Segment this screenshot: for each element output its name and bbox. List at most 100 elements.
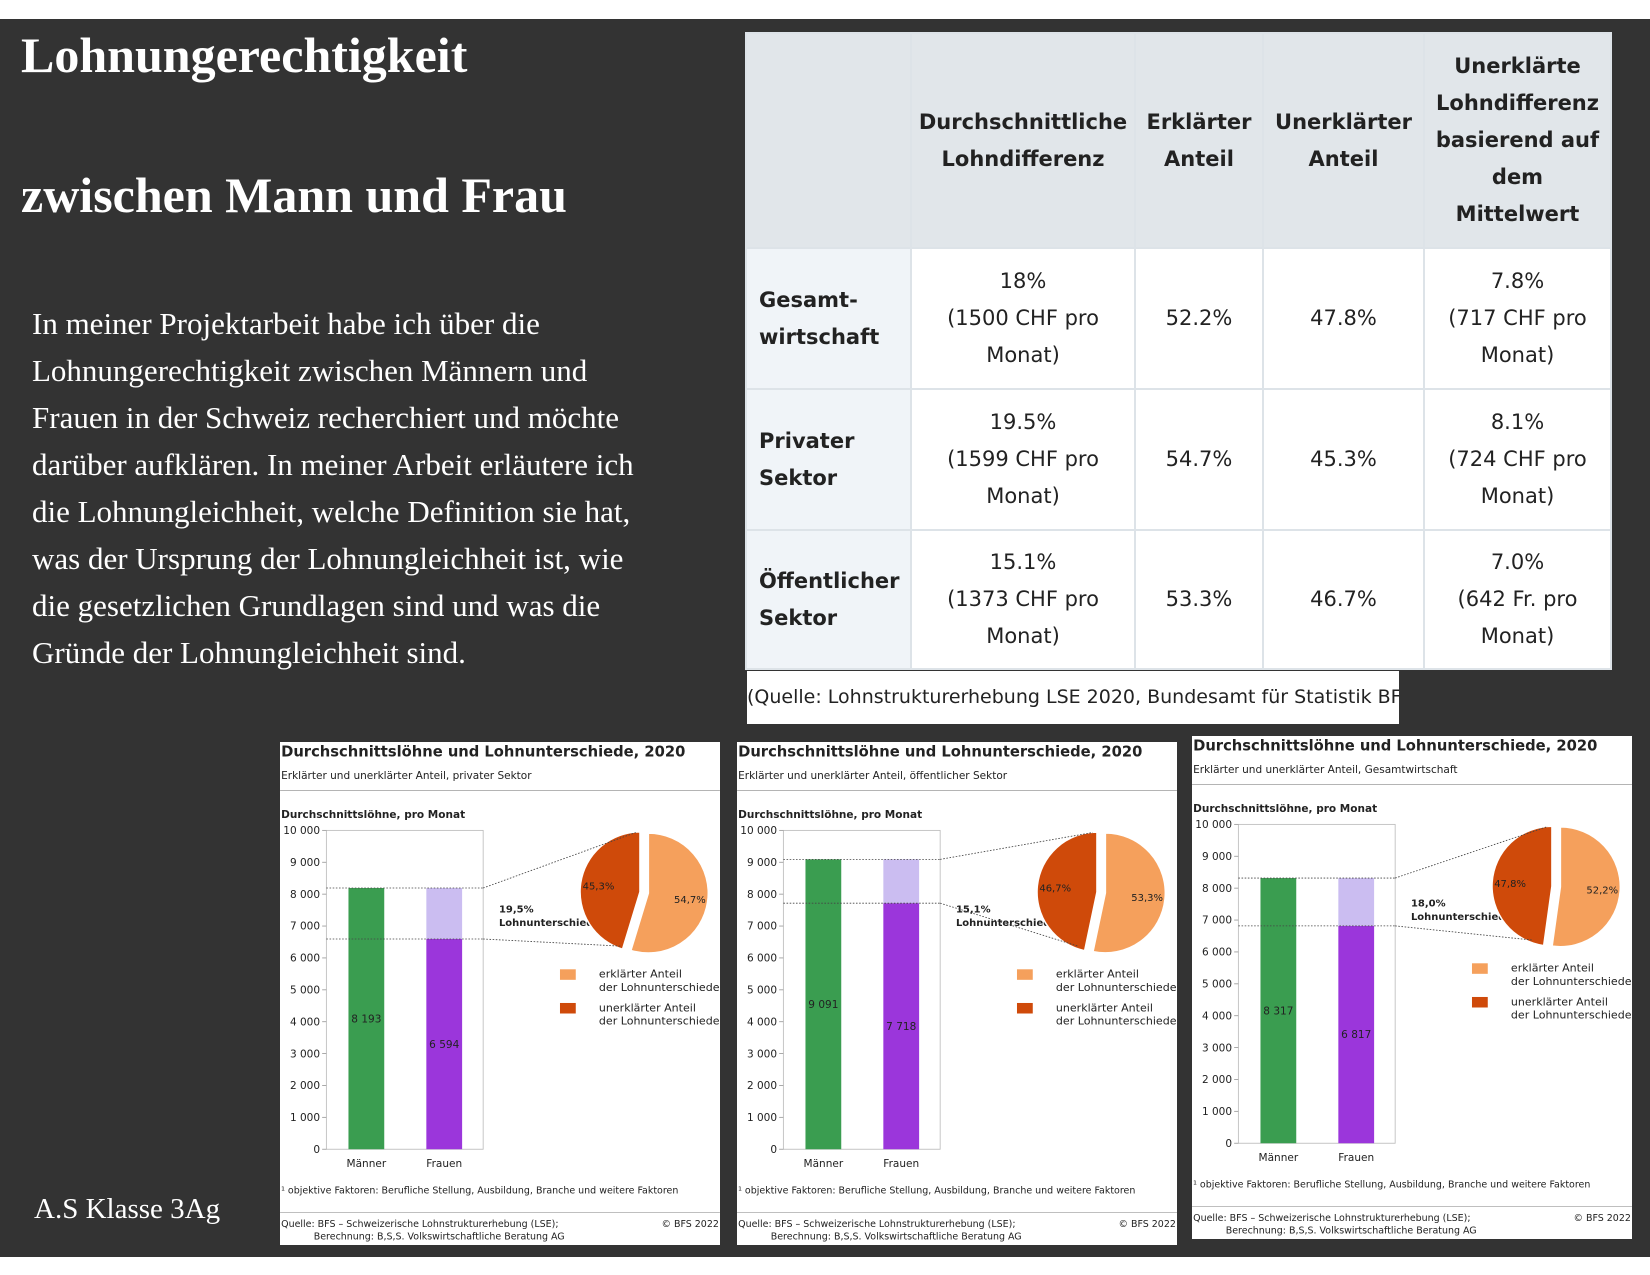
footnote: ¹ objektive Faktoren: Berufliche Stellun… [1193, 1179, 1590, 1190]
table-cell: 45.3% [1262, 388, 1425, 531]
legend-label: unerklärter Anteil der Lohnunterschiede [1511, 995, 1632, 1021]
copyright: © BFS 2022 [1574, 1213, 1631, 1224]
y-tick-label: 1 000 [747, 1112, 777, 1124]
x-tick-label: Frauen [426, 1158, 462, 1170]
y-tick-label: 4 000 [1202, 1010, 1232, 1022]
annotation: 15,1% [956, 904, 991, 915]
header-cell: Durchschnittliche Lohndifferenz [910, 32, 1136, 249]
chart-panel: Durchschnittslöhne und Lohnunterschiede,… [1192, 736, 1636, 1239]
pie-label: 54,7% [674, 895, 706, 906]
bar [883, 903, 920, 1150]
y-tick-label: 5 000 [747, 985, 777, 997]
y-tick-label: 0 [770, 1144, 777, 1156]
copyright: © BFS 2022 [662, 1219, 719, 1230]
y-tick-label: 6 000 [747, 953, 777, 965]
title: zwischen Mann und Frau [21, 167, 567, 223]
x-tick-label: Männer [1259, 1152, 1299, 1164]
row-label: Privater Sektor [745, 388, 912, 531]
pie-slice [1491, 825, 1553, 947]
pie-label: 47,8% [1494, 879, 1526, 890]
y-tick-label: 5 000 [290, 985, 320, 997]
title: Lohnungerechtigkeit [21, 27, 468, 83]
annotation: Lohnunterschied [499, 918, 593, 929]
y-tick-label: 4 000 [747, 1016, 777, 1028]
y-tick-label: 4 000 [290, 1016, 320, 1028]
header-cell [745, 32, 912, 249]
chart: Durchschnittslöhne und Lohnunterschiede,… [1192, 738, 1636, 1237]
chart-title: Durchschnittslöhne und Lohnunterschiede,… [281, 744, 685, 761]
pie-slice [579, 831, 641, 951]
y-tick-label: 0 [313, 1144, 320, 1156]
legend-label: erklärter Anteil der Lohnunterschiede¹ [1056, 968, 1177, 994]
table-cell: 54.7% [1134, 388, 1264, 531]
table-cell: 8.1% (724 CHF pro Monat) [1423, 388, 1612, 531]
chart-title: Durchschnittslöhne und Lohnunterschiede,… [1193, 738, 1597, 755]
source: (Quelle: Lohnstrukturerhebung LSE 2020, … [747, 671, 1399, 724]
table-cell: 46.7% [1262, 529, 1425, 670]
connector [940, 902, 1079, 947]
y-tick-label: 1 000 [290, 1112, 320, 1124]
y-tick-label: 3 000 [747, 1048, 777, 1060]
row-label: Öffentlicher Sektor [745, 529, 912, 670]
y-tick-label: 10 000 [283, 825, 320, 837]
annotation: Lohnunterschied [1411, 912, 1505, 923]
legend-label: erklärter Anteil der Lohnunterschiede¹ [599, 968, 720, 994]
y-tick-label: 6 000 [1202, 947, 1232, 959]
header-row: Durchschnittliche Lohndifferenz Erklärter… [745, 32, 1612, 249]
pie-slice [1551, 825, 1622, 948]
pie-slice [1092, 832, 1167, 954]
y-tick-label: 7 000 [747, 921, 777, 933]
legend-swatch [559, 1002, 576, 1014]
source-text: Quelle: BFS – Schweizerische Lohnstruktu… [1193, 1213, 1470, 1224]
chart-panel: Durchschnittslöhne und Lohnunterschiede,… [280, 742, 724, 1245]
bar [426, 938, 463, 1150]
y-axis-label: Durchschnittslöhne, pro Monat [1193, 803, 1377, 815]
legend-swatch [559, 969, 576, 980]
table-row: Gesamt- wirtschaft 18% (1500 CHF pro Mona… [745, 247, 1612, 390]
y-tick-label: 10 000 [1195, 819, 1232, 831]
table-cell: 53.3% [1134, 529, 1264, 670]
table-cell: 7.0% (642 Fr. pro Monat) [1423, 529, 1612, 670]
x-tick-label: Frauen [883, 1158, 919, 1170]
y-tick-label: 3 000 [1202, 1042, 1232, 1054]
y-tick-label: 8 000 [1202, 883, 1232, 895]
annotation: Lohnunterschied [956, 918, 1050, 929]
header-cell: Unerklärte Lohndifferenz basierend auf d… [1423, 32, 1612, 249]
y-tick-label: 9 000 [1202, 851, 1232, 863]
body-text: In meiner Projektarbeit habe ich über di… [32, 306, 634, 670]
chart: Durchschnittslöhne und Lohnunterschiede,… [280, 744, 724, 1243]
bar [426, 888, 463, 939]
footnote: ¹ objektive Faktoren: Berufliche Stellun… [281, 1185, 678, 1196]
plot-frame [782, 829, 941, 1150]
bar [1338, 878, 1375, 926]
chart-title: Durchschnittslöhne und Lohnunterschiede,… [738, 744, 1142, 761]
table-cell: 15.1% (1373 CHF pro Monat) [910, 529, 1136, 670]
value-label: 8 317 [1263, 1005, 1293, 1017]
value-label: 8 193 [351, 1013, 381, 1025]
bar [348, 888, 385, 1150]
y-tick-label: 1 000 [1202, 1106, 1232, 1118]
x-tick-label: Frauen [1338, 1152, 1374, 1164]
plot-frame [325, 829, 484, 1150]
connector [1395, 925, 1534, 941]
y-tick-label: 0 [1225, 1138, 1232, 1150]
chart-subtitle: Erklärter und unerklärter Anteil, privat… [281, 770, 532, 782]
pie-label: 52,2% [1586, 885, 1618, 896]
bar [1338, 925, 1375, 1144]
value-label: 6 594 [429, 1039, 459, 1051]
y-tick-label: 2 000 [1202, 1074, 1232, 1086]
header-cell: Unerklärter Anteil [1262, 32, 1425, 249]
footnote: ¹ objektive Faktoren: Berufliche Stellun… [738, 1185, 1135, 1196]
chart-panel: Durchschnittslöhne und Lohnunterschiede,… [737, 742, 1181, 1245]
source-text: Berechnung: B,S,S. Volkswirtschaftliche … [1226, 1226, 1477, 1237]
source-text: Quelle: BFS – Schweizerische Lohnstruktu… [738, 1219, 1015, 1230]
value-label: 6 817 [1341, 1029, 1371, 1041]
table-cell: 19.5% (1599 CHF pro Monat) [910, 388, 1136, 531]
table-cell: 52.2% [1134, 247, 1264, 390]
y-tick-label: 7 000 [1202, 915, 1232, 927]
header-cell: Erklärter Anteil [1134, 32, 1264, 249]
legend-label: erklärter Anteil der Lohnunterschiede¹ [1511, 962, 1632, 988]
y-tick-label: 10 000 [740, 825, 777, 837]
chart-subtitle: Erklärter und unerklärter Anteil, öffent… [738, 770, 1008, 782]
legend-swatch [1471, 963, 1488, 974]
